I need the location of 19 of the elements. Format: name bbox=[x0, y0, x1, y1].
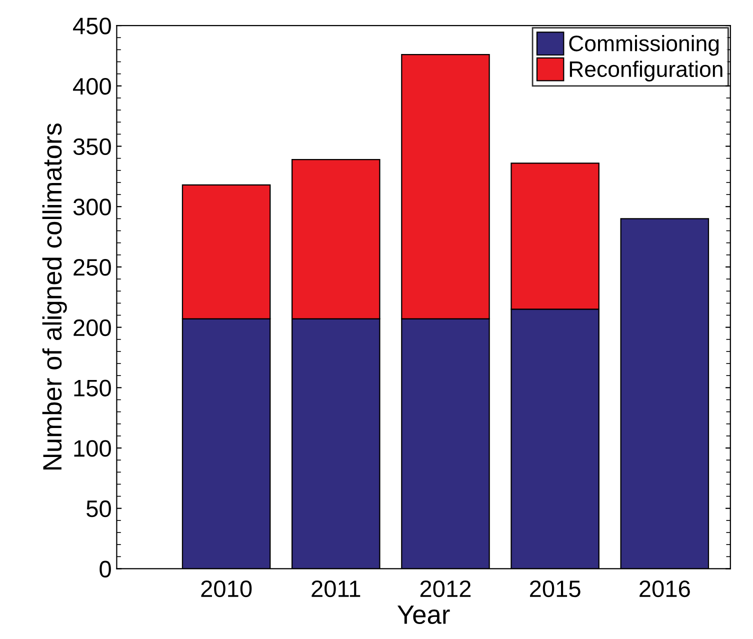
y-tick-label: 400 bbox=[73, 78, 111, 95]
legend-label: Commissioning bbox=[569, 35, 719, 56]
x-axis-title: Year bbox=[397, 606, 450, 624]
x-tick-label: 2010 bbox=[201, 580, 252, 598]
x-tick-label: 2012 bbox=[420, 580, 471, 598]
y-tick-label: 300 bbox=[73, 198, 111, 216]
y-tick-label: 50 bbox=[86, 500, 111, 518]
y-tick-label: 350 bbox=[73, 138, 111, 156]
y-tick-label: 150 bbox=[74, 380, 111, 396]
x-tick-label: 2011 bbox=[312, 580, 360, 598]
x-tick-label: 2016 bbox=[640, 580, 690, 598]
y-tick-label: 200 bbox=[74, 319, 111, 336]
legend-label: Reconfiguration bbox=[570, 60, 722, 82]
y-tick-label: 250 bbox=[74, 259, 111, 276]
y-tick-label: 100 bbox=[74, 440, 111, 457]
y-tick-label: 450 bbox=[73, 18, 111, 34]
y-axis-title: Number of aligned collimators bbox=[42, 124, 67, 470]
x-tick-label: 2015 bbox=[530, 580, 580, 598]
y-tick-label: 0 bbox=[100, 560, 111, 578]
